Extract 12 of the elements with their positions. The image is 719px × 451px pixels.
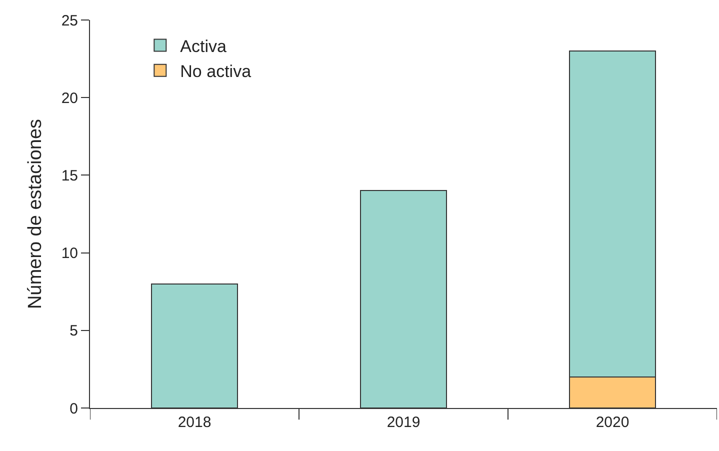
y-axis-title: Número de estaciones [25,118,46,310]
y-tick-label: 25 [61,12,78,30]
x-tick-label: 2019 [386,414,420,431]
legend-label: Activa [180,36,227,56]
x-tick-label: 2018 [178,414,212,431]
y-tick-label: 20 [61,90,78,107]
legend-label: No activa [180,62,252,82]
x-tick-label: 2020 [596,414,630,431]
y-tick-label: 15 [61,167,78,184]
y-tick-label: 0 [70,400,78,418]
y-tick-label: 10 [61,245,78,262]
y-tick-label: 5 [70,322,78,340]
